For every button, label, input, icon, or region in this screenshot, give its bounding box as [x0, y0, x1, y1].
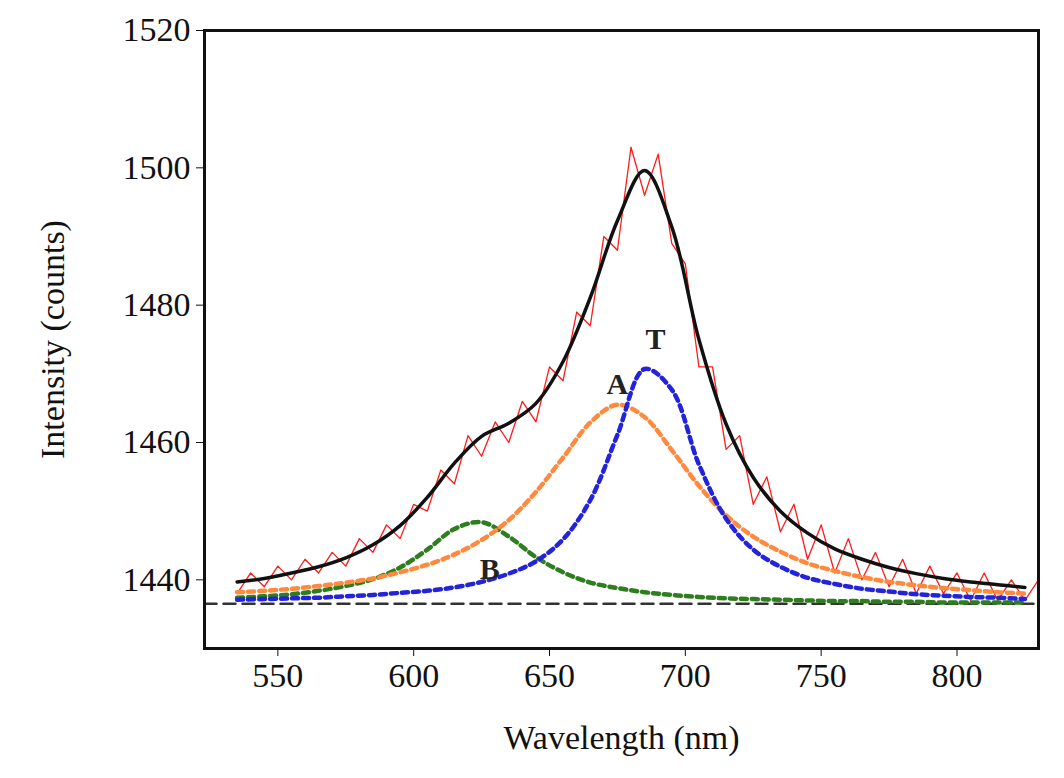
svg-text:800: 800	[932, 657, 983, 694]
svg-text:A: A	[607, 367, 629, 400]
svg-text:1500: 1500	[123, 149, 191, 186]
svg-text:650: 650	[524, 657, 575, 694]
svg-text:B: B	[480, 552, 500, 585]
svg-text:1520: 1520	[123, 11, 191, 48]
svg-text:750: 750	[796, 657, 847, 694]
svg-text:700: 700	[660, 657, 711, 694]
svg-text:1440: 1440	[123, 561, 191, 598]
svg-text:1480: 1480	[123, 286, 191, 323]
svg-text:T: T	[645, 322, 665, 355]
svg-text:550: 550	[252, 657, 303, 694]
svg-text:600: 600	[388, 657, 439, 694]
svg-text:Wavelength (nm): Wavelength (nm)	[503, 719, 739, 757]
svg-text:1460: 1460	[123, 423, 191, 460]
svg-text:Intensity (counts): Intensity (counts)	[34, 220, 72, 459]
